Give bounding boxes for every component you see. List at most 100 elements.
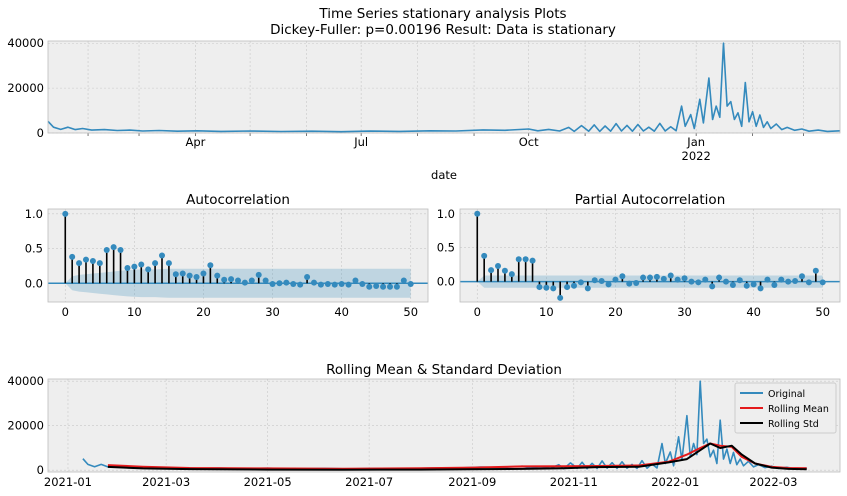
acf-marker <box>124 264 131 271</box>
acf-marker <box>172 271 179 278</box>
plot-area <box>460 209 840 302</box>
pacf-marker <box>778 276 785 283</box>
pacf-marker <box>667 272 674 279</box>
x-tick-label: 2022-01 <box>651 475 699 489</box>
x-tick-label: 10 <box>127 305 142 319</box>
pacf-marker <box>522 256 529 263</box>
acf-marker <box>276 280 283 287</box>
y-tick-label: 0.5 <box>25 242 43 256</box>
plot-area <box>48 209 428 302</box>
pacf-marker <box>681 275 688 282</box>
acf-marker <box>228 276 235 283</box>
x-tick-label: 0 <box>474 305 481 319</box>
plot-border <box>47 208 429 303</box>
pacf-marker <box>647 274 653 281</box>
x-tick-label: 30 <box>265 305 280 319</box>
y-tick-label: 40000 <box>7 36 44 50</box>
acf-marker <box>373 283 380 290</box>
pacf-marker <box>729 282 736 289</box>
acf-marker <box>186 272 193 279</box>
x-tick-label: Apr <box>186 135 206 149</box>
acf-marker <box>297 281 304 288</box>
x-tick-label: 0 <box>62 305 69 319</box>
x-tick-label: 2021-01 <box>44 475 92 489</box>
pacf-marker <box>757 285 764 292</box>
pacf-marker <box>584 285 591 292</box>
pacf-marker <box>474 210 481 217</box>
x-tick-label: 50 <box>815 305 830 319</box>
acf-marker <box>338 280 345 287</box>
acf-marker <box>83 256 89 263</box>
y-tick-label: 0.5 <box>437 241 455 255</box>
acf-marker <box>152 260 159 267</box>
acf-marker <box>290 280 297 287</box>
x-tick-label: 2022 <box>682 149 711 163</box>
pacf-marker <box>515 256 522 263</box>
rolling-legend: Original Rolling Mean Rolling Std <box>734 382 837 434</box>
acf-marker <box>76 260 83 267</box>
x-tick-label: 2021-03 <box>142 475 190 489</box>
y-tick-label: 40000 <box>7 374 44 388</box>
legend-label-original: Original <box>768 389 805 400</box>
acf-marker <box>62 210 69 217</box>
x-tick-label: Jan <box>686 135 705 149</box>
acf-marker <box>407 280 414 287</box>
pacf-marker <box>688 278 695 285</box>
acf-marker <box>387 283 393 290</box>
x-tick-label: 40 <box>746 305 761 319</box>
x-tick-label: 40 <box>334 305 349 319</box>
pacf-panel: 0 10 20 30 40 50 0.0 0.5 1.0 <box>437 207 841 319</box>
pacf-marker <box>577 279 584 286</box>
pacf-marker <box>536 284 543 291</box>
pacf-marker <box>598 277 605 284</box>
x-tick-label: Oct <box>519 135 539 149</box>
acf-marker <box>241 279 248 286</box>
y-tick-label: 20000 <box>7 419 44 433</box>
acf-marker <box>165 260 172 267</box>
pacf-marker <box>488 267 495 274</box>
acf-marker <box>255 271 262 278</box>
figure-title-line2: Dickey-Fuller: p=0.00196 Result: Data is… <box>270 22 616 38</box>
plot-border <box>459 208 841 303</box>
figure-title-line1: Time Series stationary analysis Plots <box>318 6 566 22</box>
acf-marker <box>159 252 165 259</box>
x-tick-label: 20 <box>608 305 623 319</box>
acf-marker <box>89 258 96 265</box>
pacf-marker <box>626 280 633 287</box>
y-tick-label: 0 <box>37 126 44 140</box>
y-tick-label: 0.0 <box>25 276 43 290</box>
pacf-marker <box>674 276 681 283</box>
acf-marker <box>283 279 290 286</box>
pacf-marker <box>785 278 792 285</box>
plot-border <box>47 378 841 473</box>
x-tick-label: 2021-09 <box>448 475 496 489</box>
pacf-marker <box>743 282 750 289</box>
acf-marker <box>366 283 373 290</box>
x-tick-label: Jul <box>353 135 368 149</box>
pacf-marker <box>481 252 488 259</box>
y-tick-label: 20000 <box>7 81 44 95</box>
pacf-marker <box>716 274 723 281</box>
acf-marker <box>117 246 124 253</box>
pacf-marker <box>640 274 647 281</box>
acf-marker <box>331 281 338 288</box>
y-tick-label: 1.0 <box>437 207 455 221</box>
series-line-rolling-std <box>107 442 807 471</box>
pacf-marker <box>660 275 667 282</box>
acf-marker <box>400 277 407 284</box>
acf-marker <box>324 280 331 287</box>
acf-marker <box>248 277 255 284</box>
rolling-panel: 2021-01 2021-03 2021-05 2021-07 2021-09 2021-… <box>7 374 841 489</box>
pacf-marker <box>812 267 819 274</box>
pacf-marker <box>723 278 729 285</box>
acf-marker <box>200 270 207 277</box>
acf-marker <box>145 266 152 273</box>
acf-title: Autocorrelation <box>186 192 290 208</box>
pacf-marker <box>543 284 550 291</box>
x-tick-label: 50 <box>403 305 418 319</box>
acf-marker <box>103 246 110 253</box>
x-tick-label: 20 <box>196 305 211 319</box>
pacf-marker <box>591 277 598 284</box>
